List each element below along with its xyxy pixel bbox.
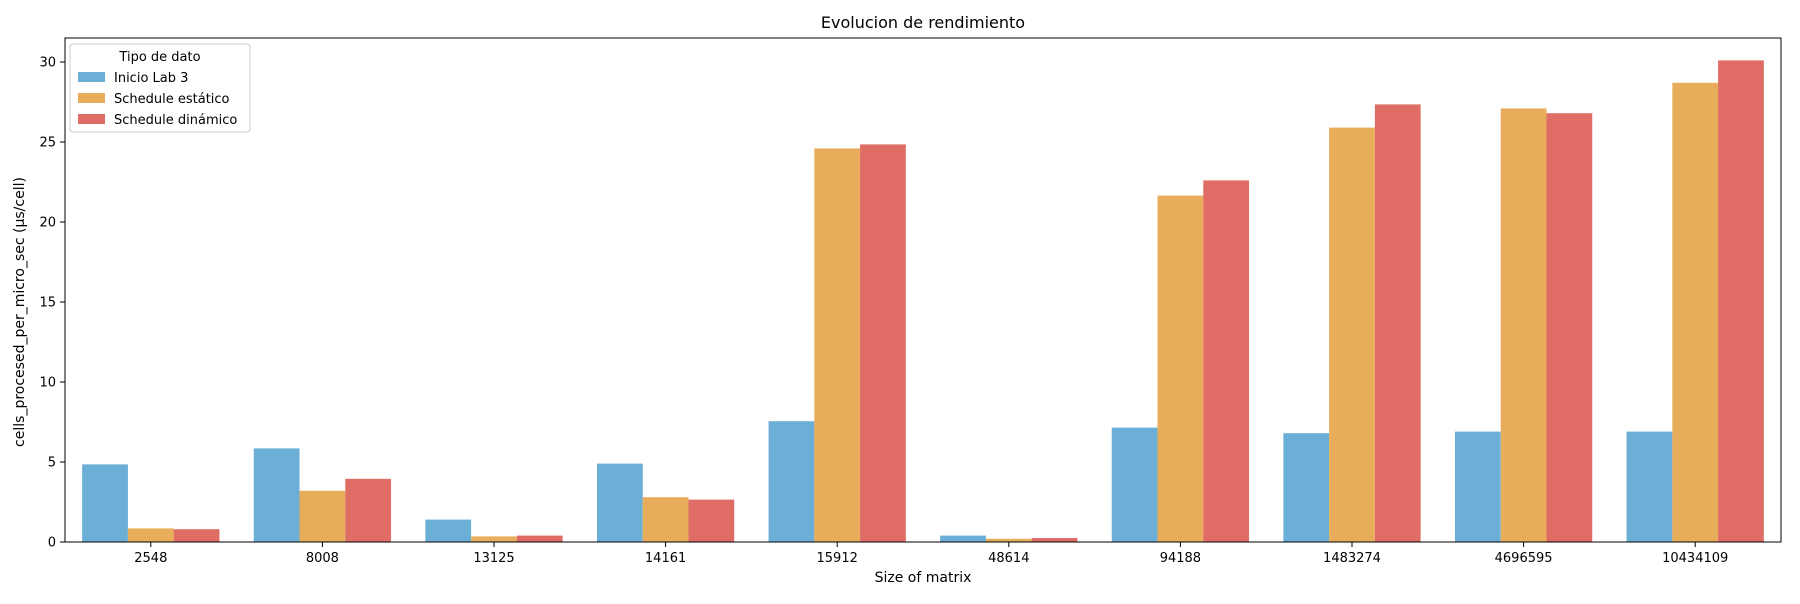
legend: Tipo de dato Inicio Lab 3 Schedule estátic…	[69, 43, 251, 133]
y-tick-label-30: 30	[39, 56, 56, 71]
plot-area: 2548 8008 13125 14161 15912 48614 94188 1483274…	[39, 37, 1782, 566]
bar-10434109-series-2	[1718, 60, 1764, 543]
x-tick-label-10434109: 10434109	[1662, 551, 1728, 566]
bar-4696595-series-2	[1546, 113, 1593, 542]
bar-2548-series-1	[127, 528, 174, 542]
bar-94188-series-1	[1157, 195, 1204, 542]
x-tick-label-48614: 48614	[988, 551, 1029, 566]
bar-10434109-series-0	[1626, 431, 1673, 542]
bar-4696595-series-1	[1500, 108, 1547, 543]
bar-14161-series-1	[642, 497, 689, 542]
x-tick-label-94188: 94188	[1160, 551, 1201, 566]
x-tick-label-2548: 2548	[134, 551, 167, 566]
x-tick-label-15912: 15912	[817, 551, 858, 566]
bar-2548-series-0	[82, 464, 128, 542]
x-tick-label-13125: 13125	[473, 551, 514, 566]
bar-1483274-series-0	[1283, 433, 1330, 542]
legend-label-1: Schedule estático	[114, 92, 230, 107]
bar-13125-series-1	[471, 536, 517, 542]
bar-14161-series-2	[688, 499, 735, 542]
bar-8008-series-0	[253, 448, 300, 542]
y-tick-label-25: 25	[39, 136, 56, 151]
y-tick-label-20: 20	[39, 216, 56, 231]
bar-4696595-series-0	[1454, 431, 1501, 542]
legend-swatch-2	[78, 114, 105, 124]
legend-swatch-0	[78, 72, 105, 82]
bar-8008-series-2	[345, 478, 392, 542]
x-axis-label: Size of matrix	[875, 570, 972, 586]
legend-title: Tipo de dato	[118, 50, 200, 65]
bar-1483274-series-1	[1329, 127, 1375, 542]
x-tick-label-14161: 14161	[645, 551, 686, 566]
plot-frame	[64, 37, 1782, 543]
y-tick-label-0: 0	[48, 536, 56, 551]
chart-title: Evolucion de rendimiento	[821, 13, 1025, 32]
bar-48614-series-1	[985, 538, 1032, 542]
x-tick-label-1483274: 1483274	[1323, 551, 1381, 566]
y-tick-label-15: 15	[39, 296, 56, 311]
y-axis-label: cells_procesed_per_micro_sec (µs/cell)	[12, 177, 28, 447]
bar-15912-series-0	[768, 421, 815, 542]
legend-swatch-1	[78, 93, 105, 103]
x-tick-label-8008: 8008	[306, 551, 339, 566]
legend-box	[69, 43, 251, 133]
bar-13125-series-0	[425, 519, 472, 542]
bar-94188-series-0	[1111, 427, 1158, 542]
y-tick-label-5: 5	[48, 456, 56, 471]
bar-13125-series-2	[516, 535, 563, 542]
bar-8008-series-1	[299, 490, 346, 542]
legend-label-2: Schedule dinámico	[114, 113, 237, 128]
bar-15912-series-2	[860, 144, 906, 542]
bar-1483274-series-2	[1374, 104, 1421, 543]
legend-label-0: Inicio Lab 3	[114, 71, 188, 86]
bar-48614-series-2	[1031, 538, 1078, 542]
bar-2548-series-2	[173, 529, 220, 542]
bar-48614-series-0	[940, 535, 986, 542]
bar-94188-series-2	[1203, 180, 1250, 542]
bar-14161-series-0	[596, 463, 643, 542]
bar-15912-series-1	[814, 148, 861, 542]
y-tick-label-10: 10	[39, 376, 56, 391]
bar-10434109-series-1	[1672, 82, 1719, 543]
x-tick-label-4696595: 4696595	[1495, 551, 1553, 566]
